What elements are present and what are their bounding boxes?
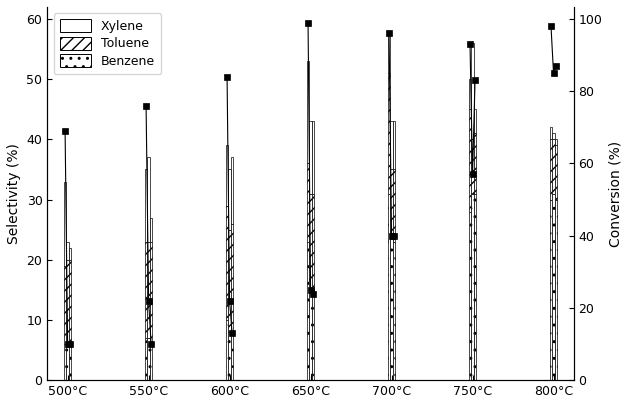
Bar [145, 338, 147, 380]
Bar [555, 139, 557, 145]
Bar [391, 122, 392, 169]
Bar [231, 332, 233, 380]
Bar [393, 169, 395, 242]
Bar [64, 344, 66, 380]
Bar [150, 217, 152, 242]
Y-axis label: Selectivity (%): Selectivity (%) [7, 143, 21, 244]
Bar [67, 260, 69, 344]
Bar [145, 169, 147, 242]
Bar [226, 320, 228, 380]
Bar [550, 139, 552, 200]
Bar [471, 43, 474, 139]
Bar [312, 194, 314, 290]
Bar [307, 164, 309, 242]
Bar [552, 133, 555, 139]
Bar [309, 122, 312, 194]
Bar [312, 290, 314, 380]
Bar [388, 31, 390, 73]
Bar [147, 242, 150, 338]
Bar [555, 145, 557, 200]
Bar [550, 127, 552, 139]
Bar [391, 236, 392, 380]
Bar [388, 73, 390, 194]
Bar [474, 194, 476, 380]
Bar [67, 242, 69, 260]
Bar [388, 194, 390, 380]
Bar [64, 266, 66, 344]
Bar [552, 194, 555, 380]
Bar [474, 133, 476, 194]
Bar [226, 206, 228, 320]
Bar [391, 169, 392, 236]
Bar [469, 212, 471, 380]
Bar [231, 224, 233, 332]
Bar [69, 260, 71, 344]
Bar [147, 338, 150, 380]
Bar [312, 122, 314, 194]
Bar [393, 122, 395, 169]
Bar [67, 344, 69, 380]
Bar [474, 109, 476, 133]
Bar [307, 61, 309, 164]
Legend: Xylene, Toluene, Benzene: Xylene, Toluene, Benzene [53, 13, 162, 74]
Bar [309, 290, 312, 380]
Bar [231, 158, 233, 224]
Bar [550, 200, 552, 380]
Bar [469, 109, 471, 212]
Bar [471, 139, 474, 194]
Bar [552, 139, 555, 194]
Y-axis label: Conversion (%): Conversion (%) [608, 141, 622, 247]
Bar [147, 158, 150, 242]
Bar [307, 242, 309, 380]
Bar [555, 200, 557, 380]
Bar [393, 242, 395, 380]
Bar [226, 145, 228, 206]
Bar [228, 230, 231, 332]
Bar [69, 248, 71, 260]
Bar [64, 181, 66, 266]
Bar [228, 332, 231, 380]
Bar [69, 344, 71, 380]
Bar [309, 194, 312, 290]
Bar [145, 242, 147, 338]
Bar [471, 194, 474, 380]
Bar [150, 344, 152, 380]
Bar [469, 79, 471, 109]
Bar [228, 169, 231, 230]
Bar [150, 242, 152, 344]
